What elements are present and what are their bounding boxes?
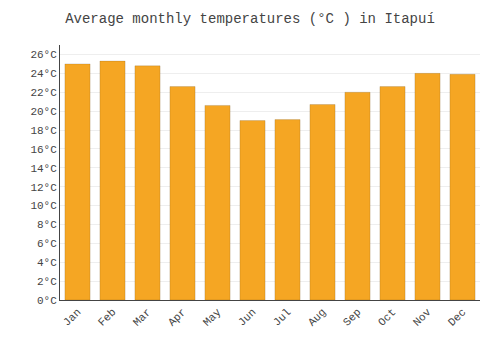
svg-text:Sep: Sep [341, 306, 363, 328]
svg-text:Oct: Oct [376, 306, 398, 328]
svg-text:Average monthly temperatures (: Average monthly temperatures (°C ) in It… [65, 11, 435, 27]
svg-text:0°C: 0°C [37, 295, 57, 307]
svg-text:18°C: 18°C [30, 125, 57, 137]
svg-text:26°C: 26°C [30, 49, 57, 61]
svg-text:Jul: Jul [271, 306, 293, 328]
svg-text:Jun: Jun [236, 306, 258, 328]
svg-text:14°C: 14°C [30, 163, 57, 175]
svg-text:22°C: 22°C [30, 87, 57, 99]
svg-text:Nov: Nov [411, 306, 434, 329]
svg-text:6°C: 6°C [37, 238, 57, 250]
svg-text:8°C: 8°C [37, 219, 57, 231]
svg-text:Feb: Feb [96, 306, 118, 328]
svg-text:4°C: 4°C [37, 257, 57, 269]
svg-text:12°C: 12°C [30, 182, 57, 194]
svg-text:Jan: Jan [61, 306, 83, 328]
svg-text:24°C: 24°C [30, 68, 57, 80]
svg-text:16°C: 16°C [30, 144, 57, 156]
svg-text:Apr: Apr [166, 306, 188, 328]
svg-text:Aug: Aug [306, 306, 328, 328]
svg-text:Dec: Dec [446, 306, 468, 328]
svg-text:10°C: 10°C [30, 200, 57, 212]
svg-text:2°C: 2°C [37, 276, 57, 288]
svg-text:20°C: 20°C [30, 106, 57, 118]
svg-text:Mar: Mar [131, 306, 153, 328]
svg-text:May: May [201, 306, 224, 329]
